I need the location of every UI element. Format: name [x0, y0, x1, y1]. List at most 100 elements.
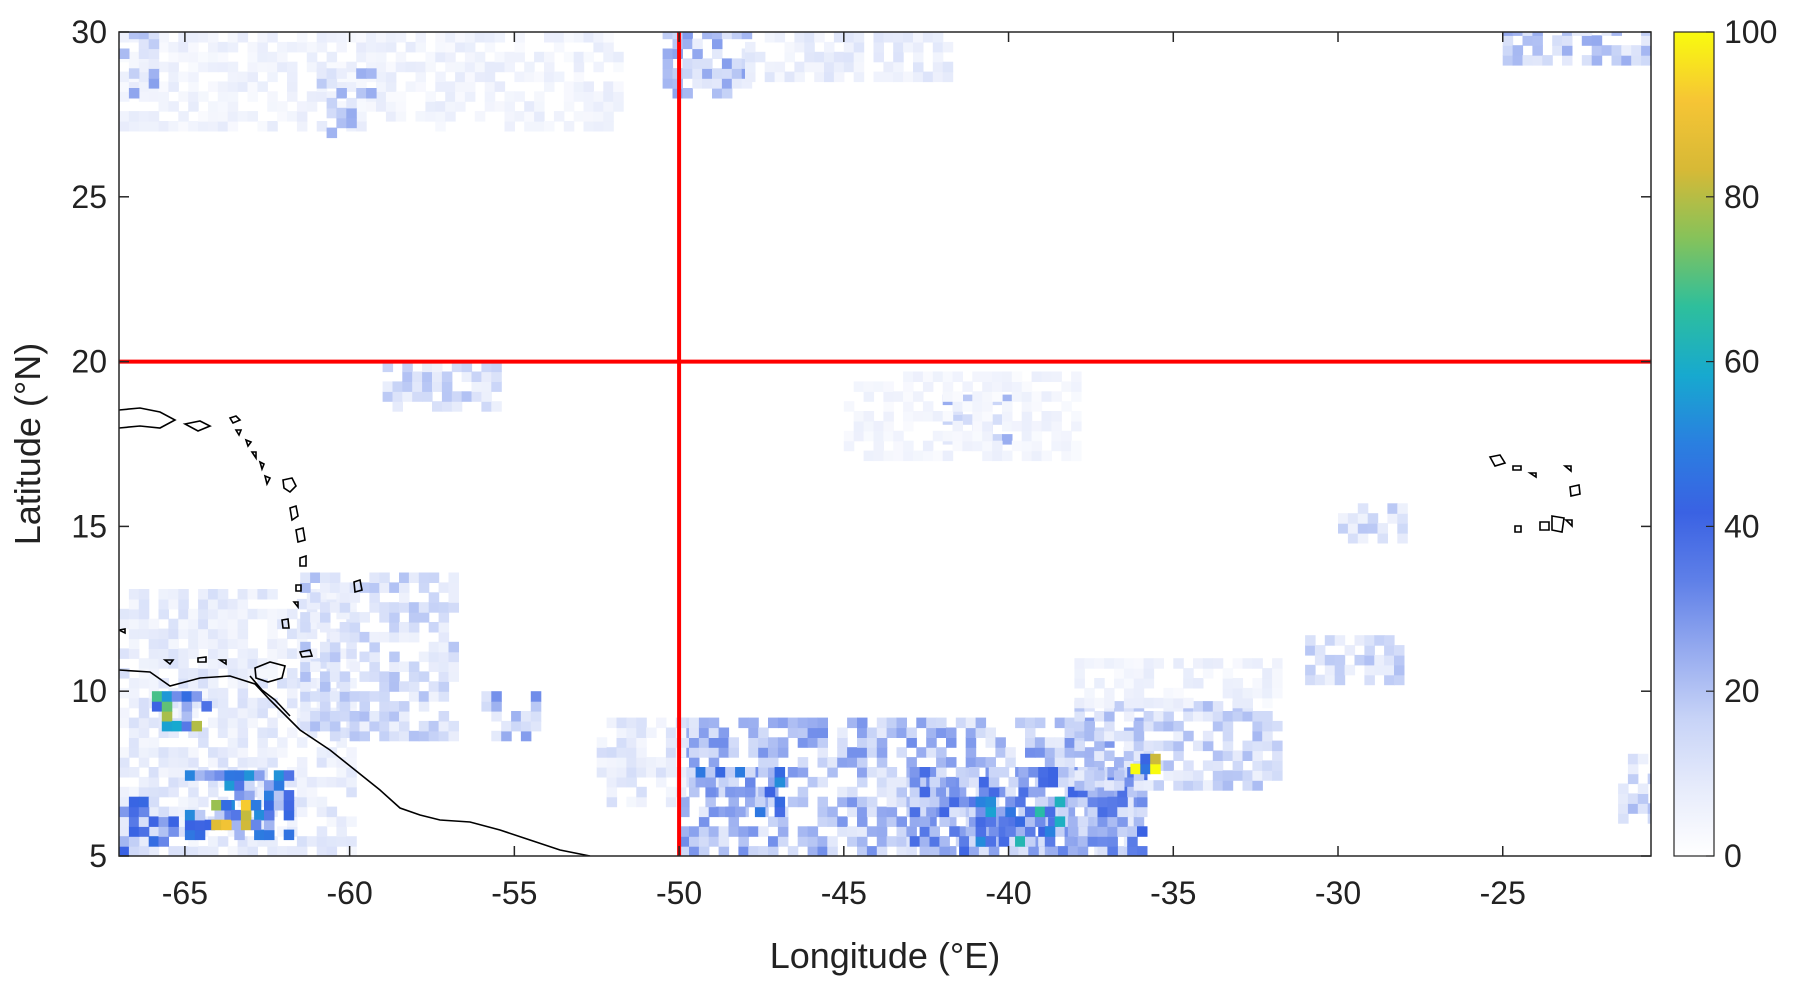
heat-cell: [399, 582, 410, 593]
heat-cell: [336, 816, 347, 827]
heat-cell: [346, 836, 357, 847]
heat-cell: [422, 371, 433, 382]
y-tick-label: 20: [71, 344, 107, 380]
heat-cell: [148, 737, 160, 748]
heat-cell: [1262, 770, 1273, 781]
heat-cell: [346, 107, 357, 119]
heat-cell: [1123, 757, 1135, 768]
island-st-vincent: [292, 584, 302, 610]
heat-cell: [168, 51, 179, 63]
heat-cell: [148, 78, 160, 89]
heat-cell: [698, 727, 710, 738]
heat-cell: [1532, 32, 1543, 36]
heat-cell: [939, 836, 950, 847]
heat-cell: [972, 420, 983, 432]
heat-cell: [886, 727, 898, 738]
heat-cell: [320, 572, 331, 583]
heat-cell: [1087, 836, 1099, 847]
heat-cell: [896, 776, 907, 788]
heat-cell: [679, 846, 690, 856]
heat-cell: [316, 78, 328, 89]
heat-cell: [158, 816, 169, 827]
heat-cell: [1532, 35, 1543, 46]
heat-cell: [514, 32, 525, 43]
heat-cell: [211, 800, 222, 811]
heat-cell: [119, 747, 130, 758]
heat-cell: [326, 589, 338, 600]
heat-cell: [250, 819, 262, 831]
heat-cell: [712, 88, 723, 99]
heat-cell: [735, 767, 746, 778]
heat-cell: [1107, 836, 1118, 847]
heat-cell: [451, 401, 463, 412]
heat-cell: [972, 371, 983, 382]
heat-cell: [1581, 32, 1593, 36]
heat-cell: [1364, 674, 1375, 686]
heat-cell: [1202, 780, 1214, 791]
heat-cell: [217, 658, 229, 669]
heat-cell: [1357, 503, 1369, 514]
heat-cell: [969, 836, 980, 847]
heat-cell: [188, 121, 199, 132]
heat-cell: [843, 401, 855, 412]
heat-cell: [119, 796, 130, 808]
heat-cell: [708, 826, 720, 837]
heat-cell: [876, 826, 888, 837]
heat-cell: [1048, 776, 1059, 788]
heat-cell: [148, 91, 160, 102]
heat-cell: [247, 707, 258, 719]
heat-cell: [184, 829, 196, 841]
heat-cell: [665, 796, 677, 808]
heat-cell: [1067, 846, 1079, 856]
heat-cell: [1137, 796, 1148, 808]
heat-cell: [530, 691, 542, 702]
heat-cell: [119, 816, 130, 827]
heat-cell: [501, 730, 512, 742]
island-guadeloupe: [282, 477, 297, 494]
heat-cell: [435, 121, 446, 132]
heat-cell: [1123, 697, 1135, 709]
heat-cell: [708, 737, 720, 748]
heat-cell: [774, 776, 786, 788]
heat-cell: [1011, 440, 1023, 452]
heat-cell: [461, 371, 473, 382]
heat-cell: [1084, 747, 1095, 758]
heat-cell: [1183, 780, 1194, 791]
heat-cell: [336, 767, 347, 778]
heat-cell: [553, 71, 565, 83]
heat-cell: [1394, 654, 1405, 666]
heat-cell: [1397, 503, 1408, 514]
heat-cell: [336, 648, 347, 659]
heat-cell: [1183, 697, 1194, 709]
heat-cell: [748, 747, 759, 758]
heat-cell: [689, 747, 700, 758]
heat-cell: [768, 717, 779, 729]
heat-cell: [1117, 816, 1128, 827]
heat-cell: [721, 58, 733, 69]
heat-cell: [346, 97, 357, 109]
heat-cell: [1183, 678, 1194, 689]
heat-cell: [138, 707, 150, 719]
heat-cell: [389, 582, 400, 593]
heat-cell: [1637, 753, 1649, 765]
heat-cell: [857, 836, 868, 847]
heat-cell: [178, 806, 189, 818]
heat-cell: [520, 720, 532, 732]
heat-cell: [1054, 717, 1066, 729]
heat-cell: [1064, 747, 1076, 758]
heat-cell: [886, 816, 898, 827]
heat-cell: [178, 776, 189, 788]
heat-cell: [435, 32, 446, 43]
heat-cell: [1025, 816, 1036, 827]
heat-cell: [1094, 770, 1105, 781]
heat-cell: [916, 776, 927, 788]
heat-cell: [1123, 740, 1135, 752]
heat-cell: [797, 737, 809, 748]
heat-cell: [481, 391, 492, 402]
heat-cell: [603, 41, 614, 53]
heat-cell: [679, 836, 690, 847]
heat-cell: [296, 776, 308, 788]
heat-cell: [932, 41, 944, 53]
heat-cell: [369, 592, 380, 603]
heat-cell: [194, 829, 206, 841]
